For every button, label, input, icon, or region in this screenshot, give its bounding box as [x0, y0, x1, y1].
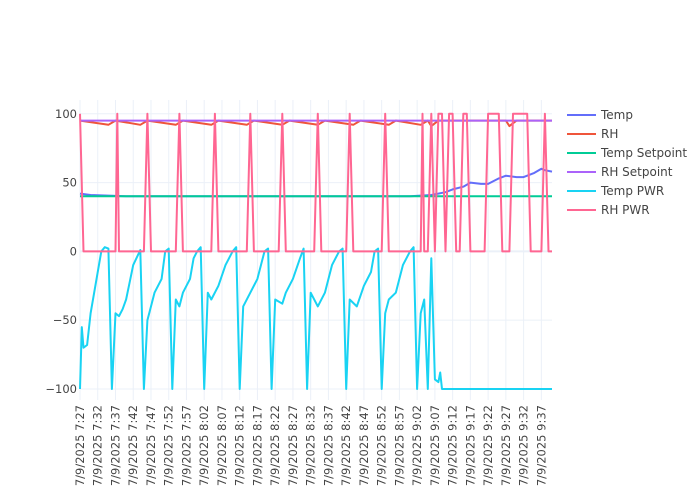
x-tick-label: 7/9/2025 9:32: [517, 405, 531, 486]
legend[interactable]: Temp RH Temp Setpoint RH Setpoint Temp PWR RH…: [567, 108, 687, 217]
x-tick-label: 7/9/2025 7:32: [91, 405, 105, 486]
x-tick-label: 7/9/2025 9:07: [428, 405, 442, 486]
legend-label: Temp Setpoint: [600, 146, 687, 160]
x-axis: 7/9/2025 7:27 7/9/2025 7:32 7/9/2025 7:37 7…: [73, 405, 548, 486]
x-tick-label: 7/9/2025 8:47: [357, 405, 371, 486]
x-tick-label: 7/9/2025 8:32: [304, 405, 318, 486]
y-tick-label: 100: [55, 107, 77, 121]
x-tick-label: 7/9/2025 8:12: [233, 405, 247, 486]
x-tick-label: 7/9/2025 8:37: [321, 405, 335, 486]
y-axis: 100 50 0 −50 −100: [45, 107, 77, 396]
x-tick-label: 7/9/2025 9:12: [446, 405, 460, 486]
x-tick-label: 7/9/2025 7:47: [144, 405, 158, 486]
x-tick-label: 7/9/2025 9:27: [499, 405, 513, 486]
legend-label: Temp: [600, 108, 633, 122]
x-tick-label: 7/9/2025 9:17: [463, 405, 477, 486]
x-tick-label: 7/9/2025 7:37: [108, 405, 122, 486]
x-tick-label: 7/9/2025 7:27: [73, 405, 87, 486]
x-tick-label: 7/9/2025 8:17: [250, 405, 264, 486]
x-tick-label: 7/9/2025 8:27: [286, 405, 300, 486]
x-tick-label: 7/9/2025 8:22: [268, 405, 282, 486]
legend-label: RH PWR: [601, 203, 650, 217]
x-tick-label: 7/9/2025 7:42: [126, 405, 140, 486]
series-group: [79, 112, 553, 390]
series-line-rh-pwr[interactable]: [79, 112, 552, 253]
x-tick-label: 7/9/2025 9:22: [481, 405, 495, 486]
legend-item[interactable]: RH Setpoint: [567, 165, 673, 179]
legend-item[interactable]: RH PWR: [567, 203, 650, 217]
x-tick-label: 7/9/2025 9:02: [410, 405, 424, 486]
y-tick-label: −100: [45, 382, 77, 396]
y-tick-label: 0: [70, 244, 77, 258]
legend-item[interactable]: Temp Setpoint: [567, 146, 687, 160]
legend-item[interactable]: Temp PWR: [567, 184, 664, 198]
legend-item[interactable]: Temp: [567, 108, 633, 122]
legend-label: Temp PWR: [600, 184, 664, 198]
legend-label: RH Setpoint: [601, 165, 673, 179]
x-tick-label: 7/9/2025 8:52: [375, 405, 389, 486]
x-tick-label: 7/9/2025 7:52: [162, 405, 176, 486]
x-tick-label: 7/9/2025 8:07: [215, 405, 229, 486]
series-line-temp-pwr[interactable]: [79, 246, 552, 390]
x-tick-label: 7/9/2025 8:02: [197, 405, 211, 486]
y-tick-label: 50: [62, 176, 77, 190]
x-tick-label: 7/9/2025 9:37: [534, 405, 548, 486]
legend-item[interactable]: RH: [567, 127, 618, 141]
legend-label: RH: [601, 127, 618, 141]
y-tick-label: −50: [53, 313, 77, 327]
x-tick-label: 7/9/2025 8:42: [339, 405, 353, 486]
x-tick-label: 7/9/2025 7:57: [179, 405, 193, 486]
x-tick-label: 7/9/2025 8:57: [392, 405, 406, 486]
